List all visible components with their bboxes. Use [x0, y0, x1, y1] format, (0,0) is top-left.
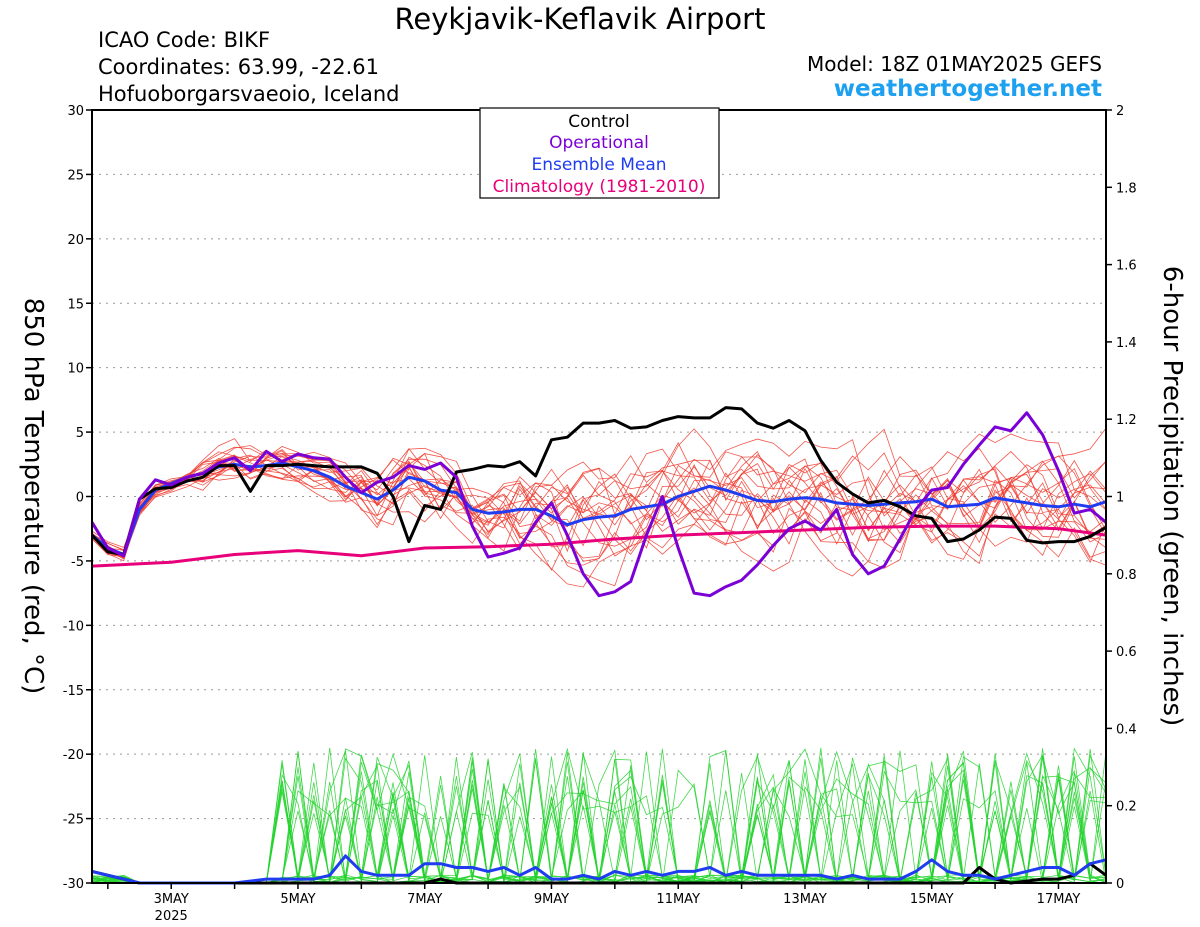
left-axis-label: 850 hPa Temperature (red, °C) [18, 298, 48, 695]
right-tick-label: 0.2 [1116, 800, 1137, 815]
precip-member-line [91, 748, 1107, 884]
x-tick-label: 17MAY [1037, 892, 1081, 907]
temp-operational-line [90, 411, 1107, 598]
precip-member-line [91, 748, 1107, 884]
series-lines [90, 406, 1107, 885]
left-tick-label: -30 [63, 877, 84, 892]
precip-member-line [91, 754, 1107, 884]
site-link[interactable]: weathertogether.net [833, 76, 1102, 102]
precip-member-line [91, 750, 1107, 884]
left-tick-label: 10 [67, 362, 84, 377]
x-tick-label: 13MAY [783, 892, 827, 907]
temp-member-line [91, 451, 1107, 577]
precip-member-line [91, 751, 1107, 884]
temp-climatology-line [91, 524, 1107, 568]
left-tick-label: 5 [76, 426, 84, 441]
precip-ensemble-mean-line [91, 854, 1107, 885]
left-tick-label: -15 [63, 684, 84, 699]
right-tick-label: 0.6 [1116, 645, 1137, 660]
region-name: Hofuoborgarsvaeoio, Iceland [98, 82, 400, 106]
ensemble-members [91, 428, 1107, 884]
legend-operational: Operational [549, 133, 649, 153]
precip-member-line [91, 748, 1107, 884]
right-tick-label: 2 [1116, 104, 1124, 119]
right-tick-label: 1 [1116, 491, 1124, 506]
precip-member-line [91, 750, 1107, 884]
model-run: Model: 18Z 01MAY2025 GEFS [807, 52, 1102, 76]
right-axis-label: 6-hour Precipitation (green, inches) [1157, 266, 1187, 726]
axis-ticks: 302520151050-5-10-15-20-25-3021.81.61.41… [63, 104, 1137, 924]
left-tick-label: 30 [67, 104, 84, 119]
x-tick-label: 15MAY [910, 892, 954, 907]
left-tick-label: 15 [67, 297, 84, 312]
precip-member-line [91, 747, 1107, 884]
precip-member-line [91, 748, 1107, 884]
x-tick-year: 2025 [155, 909, 188, 924]
left-tick-label: -25 [63, 813, 84, 828]
left-tick-label: -20 [63, 748, 84, 763]
x-tick-label: 9MAY [534, 892, 569, 907]
x-tick-label: 5MAY [280, 892, 315, 907]
gridlines [92, 173, 1106, 820]
temp-member-line [91, 433, 1107, 588]
temp-member-line [91, 428, 1107, 564]
legend-control: Control [568, 112, 629, 132]
precip-member-line [91, 747, 1107, 884]
right-tick-label: 1.4 [1116, 336, 1137, 351]
legend-ensemble-mean: Ensemble Mean [531, 155, 666, 175]
x-tick-label: 3MAY [154, 892, 189, 907]
precip-member-line [91, 751, 1107, 884]
left-tick-label: 25 [67, 168, 84, 183]
icao-code: ICAO Code: BIKF [98, 28, 271, 52]
temp-member-line [91, 438, 1107, 548]
precip-member-line [91, 763, 1107, 884]
coordinates: Coordinates: 63.99, -22.61 [98, 55, 379, 79]
legend-climatology: Climatology (1981-2010) [493, 177, 706, 197]
temp-member-line [91, 450, 1107, 558]
page-title: Reykjavik-Keflavik Airport [394, 2, 766, 36]
precip-member-line [91, 756, 1107, 884]
right-tick-label: 1.6 [1116, 259, 1137, 274]
temp-control-line [90, 406, 1107, 556]
temp-member-line [91, 428, 1107, 565]
left-tick-label: -10 [63, 619, 84, 634]
legend: Control Operational Ensemble Mean Climat… [479, 107, 720, 199]
right-tick-label: 1.8 [1116, 181, 1137, 196]
precip-member-line [91, 748, 1107, 884]
temp-member-line [91, 448, 1107, 587]
left-tick-label: 20 [67, 233, 84, 248]
x-tick-label: 7MAY [407, 892, 442, 907]
x-tick-label: 11MAY [656, 892, 700, 907]
temp-member-line [91, 446, 1107, 558]
left-tick-label: -5 [71, 555, 84, 570]
precip-member-line [91, 747, 1107, 884]
right-tick-label: 1.2 [1116, 413, 1137, 428]
right-tick-label: 0.8 [1116, 568, 1137, 583]
legend-box [479, 107, 720, 199]
temp-member-line [91, 455, 1107, 557]
temp-ensemble-mean-line [91, 461, 1107, 556]
precip-member-line [91, 747, 1107, 884]
right-tick-label: 0 [1116, 877, 1124, 892]
left-tick-label: 0 [76, 491, 84, 506]
precip-member-line [91, 749, 1107, 884]
right-tick-label: 0.4 [1116, 722, 1137, 737]
